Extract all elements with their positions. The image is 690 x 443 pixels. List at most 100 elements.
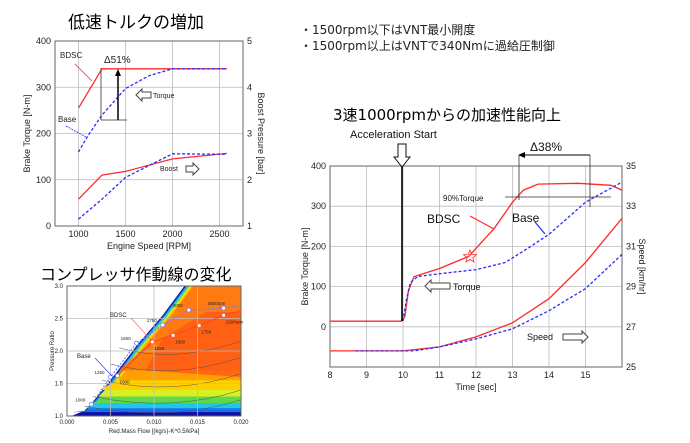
base-label: Base xyxy=(58,115,77,124)
arrow-head xyxy=(115,69,121,76)
rpm-label: 1750 xyxy=(147,318,158,323)
x-tick-label: 2500 xyxy=(209,229,229,239)
speed-label: Speed xyxy=(527,332,553,342)
y-tick-label: 1.5 xyxy=(55,382,64,388)
x-tick-label: 1000 xyxy=(68,229,88,239)
base-label: Base xyxy=(512,211,540,225)
y-tick-label: 200 xyxy=(311,241,326,251)
x-tick-label: 9 xyxy=(364,370,369,380)
rpm-label: 2500rpm xyxy=(208,301,226,306)
x-tick-label: 0.005 xyxy=(103,420,119,426)
boost-arrow-icon xyxy=(185,161,200,177)
y-axis-label: Brake Torque [N-m] xyxy=(300,228,310,306)
series-line-base-torque xyxy=(402,181,623,322)
y-tick-label: 100 xyxy=(311,282,326,292)
y2-tick-label: 29 xyxy=(626,282,636,292)
y2-axis-label: Speed [km/hr] xyxy=(637,238,647,294)
operating-point xyxy=(221,305,227,311)
torque-label: Torque xyxy=(153,93,175,100)
torque-arrow-icon xyxy=(135,87,152,103)
plot-frame xyxy=(329,165,623,368)
x-tick-label: 0.000 xyxy=(59,420,75,426)
y2-axis-label: Boost Pressure [bar] xyxy=(256,92,266,174)
bullet-item: ・1500rpm以上はVNTで340Nmに過給圧制御 xyxy=(300,39,555,53)
y2-tick-label: 35 xyxy=(626,161,636,171)
series-line-bdsc-torque xyxy=(330,182,623,322)
bdsc-leader-line xyxy=(74,63,93,82)
x-tick-label: 14 xyxy=(544,370,554,380)
bdsc-label: BDSC xyxy=(60,51,82,60)
y-tick-label: 0 xyxy=(46,221,51,231)
series-line-bdsc-torque xyxy=(77,68,227,109)
x-axis-label: Time [sec] xyxy=(455,382,496,392)
x-tick-label: 0.010 xyxy=(146,420,162,426)
x-tick-label: 11 xyxy=(435,370,444,380)
efficiency-peak xyxy=(145,312,241,377)
x-tick-label: 12 xyxy=(471,370,481,380)
base-leader-line xyxy=(65,125,87,138)
y2-tick-label: 25 xyxy=(626,362,636,372)
rpm-label: 1250 xyxy=(154,346,165,351)
delta-label: Δ51% xyxy=(104,55,131,66)
rpm-label: 1500 xyxy=(175,339,186,344)
y-tick-label: 300 xyxy=(311,201,326,211)
speed-line xyxy=(84,399,242,414)
operating-point xyxy=(149,339,155,345)
y2-tick-label: 5 xyxy=(247,36,252,46)
y-tick-label: 300 xyxy=(36,82,51,92)
title-compressor-line: コンプレッサ作動線の変化 xyxy=(40,265,232,284)
delta-label: Δ38% xyxy=(530,140,562,154)
title-acceleration: 3速1000rpmからの加速性能向上 xyxy=(333,106,562,124)
operating-point xyxy=(160,322,166,328)
x-tick-label: 10 xyxy=(398,370,408,380)
arrow-head xyxy=(518,152,525,158)
star-marker-icon xyxy=(462,248,478,263)
boost-label: Boost xyxy=(160,166,178,173)
bdsc-leader-line xyxy=(130,317,153,342)
y2-tick-label: 2 xyxy=(247,175,252,185)
operating-line-bdsc xyxy=(117,310,242,377)
operating-point xyxy=(115,373,120,379)
bullet-list: ・1500rpm以下はVNT最小開度 ・1500rpm以上はVNTで340Nmに… xyxy=(300,22,555,54)
speed-line xyxy=(110,357,242,372)
bdsc-label: BDSC xyxy=(110,313,127,319)
plot-frame xyxy=(54,40,244,227)
base-leader-line xyxy=(94,357,113,377)
y2-tick-label: 33 xyxy=(626,201,636,211)
y-tick-label: 100 xyxy=(36,175,51,185)
x-tick-label: 13 xyxy=(507,370,517,380)
rpm-label: 1000 xyxy=(119,380,130,385)
title-low-speed-torque: 低速トルクの増加 xyxy=(68,13,204,33)
y2-tick-label: 4 xyxy=(247,82,252,92)
x-axis-label: Engine Speed [RPM] xyxy=(107,241,191,251)
y-tick-label: 200 xyxy=(36,129,51,139)
y2-tick-label: 27 xyxy=(626,322,636,332)
speed-line xyxy=(93,389,242,404)
y-tick-label: 400 xyxy=(311,161,326,171)
operating-point xyxy=(221,312,227,318)
down-arrow-icon xyxy=(392,143,412,168)
series-line-base-boost xyxy=(78,153,228,220)
operating-point xyxy=(88,401,94,407)
y-tick-label: 2.5 xyxy=(55,317,64,323)
rpm-label: 2200rpm xyxy=(226,319,244,324)
y-axis-label: Brake Torque [N-m] xyxy=(22,95,32,173)
bullet-item: ・1500rpm以下はVNT最小開度 xyxy=(300,23,476,37)
x-tick-label: 0.020 xyxy=(233,420,249,426)
torque-90-label: 90%Torque xyxy=(443,194,484,203)
x-tick-label: 1500 xyxy=(115,229,135,239)
series-line-bdsc-boost xyxy=(78,152,228,200)
bdsc-leader-line xyxy=(469,215,495,230)
operating-point xyxy=(196,323,202,329)
speed-arrow-icon xyxy=(562,329,589,345)
x-axis-label: Red.Mass Flow [(kg/s)-K^0.5/kPa] xyxy=(109,429,200,435)
x-tick-label: 15 xyxy=(580,370,590,380)
acceleration-start-label: Acceleration Start xyxy=(350,129,437,141)
y-tick-label: 3.0 xyxy=(55,284,64,290)
y-tick-label: 1.0 xyxy=(55,414,64,420)
rpm-label: 1750 xyxy=(201,330,212,335)
y-tick-label: 2.0 xyxy=(55,349,64,355)
rpm-label: 1250 xyxy=(95,370,106,375)
x-tick-label: 0.015 xyxy=(190,420,206,426)
series-line-bdsc-speed xyxy=(330,217,623,352)
